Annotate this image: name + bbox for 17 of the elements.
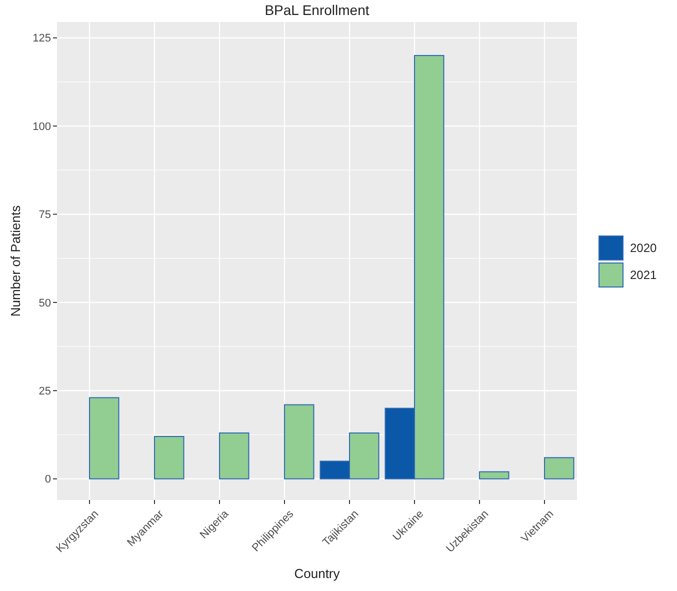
- bar: [154, 436, 184, 480]
- chart-title: BPaL Enrollment: [264, 2, 370, 18]
- bar: [284, 404, 314, 480]
- y-axis-title: Number of Patients: [8, 204, 23, 317]
- bar: [544, 457, 574, 480]
- legend-label: 2021: [630, 268, 658, 282]
- y-tick-label: 50: [38, 297, 51, 310]
- y-tick-label: 0: [44, 474, 51, 486]
- y-tick-label: 125: [32, 32, 51, 45]
- x-axis-title: Country: [294, 566, 340, 581]
- bar: [219, 432, 250, 480]
- y-tick-label: 75: [38, 209, 51, 222]
- legend-label: 2020: [630, 241, 658, 256]
- y-tick-label: 100: [32, 120, 51, 133]
- bar: [479, 471, 510, 480]
- bar: [89, 397, 120, 480]
- y-tick-label: 25: [38, 385, 51, 398]
